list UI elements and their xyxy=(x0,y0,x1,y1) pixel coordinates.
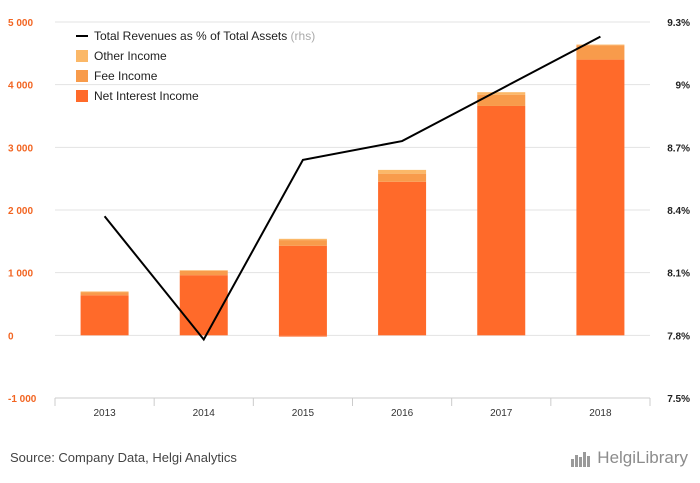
y-tick-label-left: 5 000 xyxy=(8,18,33,29)
y-tick-label-left: 0 xyxy=(8,331,14,342)
legend-label: Net Interest Income xyxy=(94,89,199,103)
legend-label: Total Revenues as % of Total Assets (rhs… xyxy=(94,29,315,43)
bar-negative xyxy=(278,335,327,337)
x-tick-label: 2013 xyxy=(93,408,116,419)
source-note: Source: Company Data, Helgi Analytics xyxy=(10,450,237,465)
legend-label: Fee Income xyxy=(94,69,158,83)
bar-net-interest-income xyxy=(80,295,129,336)
x-tick-label: 2014 xyxy=(193,408,216,419)
y-tick-label-right: 9.3% xyxy=(667,18,690,29)
brand-name: HelgiLibrary xyxy=(597,448,688,467)
legend-swatch xyxy=(76,70,88,82)
revenue-ratio-line xyxy=(103,35,601,342)
bar-net-interest-income xyxy=(378,181,427,336)
x-tick-label: 2018 xyxy=(589,408,612,419)
legend-rhs-note: (rhs) xyxy=(287,29,315,43)
y-tick-label-right: 8.7% xyxy=(667,143,690,154)
y-tick-label-left: 3 000 xyxy=(8,143,33,154)
bar-other-income xyxy=(80,291,129,293)
bars xyxy=(80,44,625,337)
legend: Total Revenues as % of Total Assets (rhs… xyxy=(76,29,315,103)
y-tick-label-right: 7.8% xyxy=(667,331,690,342)
bar-fee-income xyxy=(179,270,228,276)
helgi-bars-icon xyxy=(571,452,591,467)
y-tick-label-left: 4 000 xyxy=(8,81,33,92)
x-tick-label: 2016 xyxy=(391,408,414,419)
bar-fee-income xyxy=(378,173,427,182)
bar-fee-income xyxy=(278,240,327,246)
bar-net-interest-income xyxy=(179,275,228,336)
y-tick-label-right: 8.1% xyxy=(667,269,690,280)
x-tick-label: 2015 xyxy=(292,408,315,419)
brand-logo: HelgiLibrary xyxy=(570,448,688,468)
bar-fee-income xyxy=(80,292,129,296)
legend-swatch xyxy=(76,50,88,62)
legend-label: Other Income xyxy=(94,49,167,63)
chart: 5 000 4 000 3 000 2 000 1 000 0 -1 000 9.3% 9% 8.… xyxy=(8,18,690,419)
bar-fee-income xyxy=(477,94,526,106)
y-tick-label-left: 2 000 xyxy=(8,206,33,217)
axes: 5 000 4 000 3 000 2 000 1 000 0 -1 000 9.3% 9% 8.… xyxy=(8,18,690,419)
bar-other-income xyxy=(278,238,327,241)
legend-swatch xyxy=(76,90,88,102)
bar-net-interest-income xyxy=(477,105,526,336)
bar-other-income xyxy=(378,169,427,174)
y-tick-label-left: 1 000 xyxy=(8,269,33,280)
y-tick-label-right: 9% xyxy=(676,81,691,92)
y-tick-label-left: -1 000 xyxy=(8,394,37,405)
bar-fee-income xyxy=(576,45,625,60)
line-total-revenues xyxy=(103,35,601,342)
bar-net-interest-income xyxy=(278,245,327,336)
y-tick-label-right: 8.4% xyxy=(667,206,690,217)
x-tick-label: 2017 xyxy=(490,408,513,419)
bar-other-income xyxy=(576,44,625,46)
bar-other-income xyxy=(477,92,526,95)
y-tick-label-right: 7.5% xyxy=(667,394,690,405)
bar-net-interest-income xyxy=(576,59,625,336)
bar-other-income xyxy=(179,270,228,271)
